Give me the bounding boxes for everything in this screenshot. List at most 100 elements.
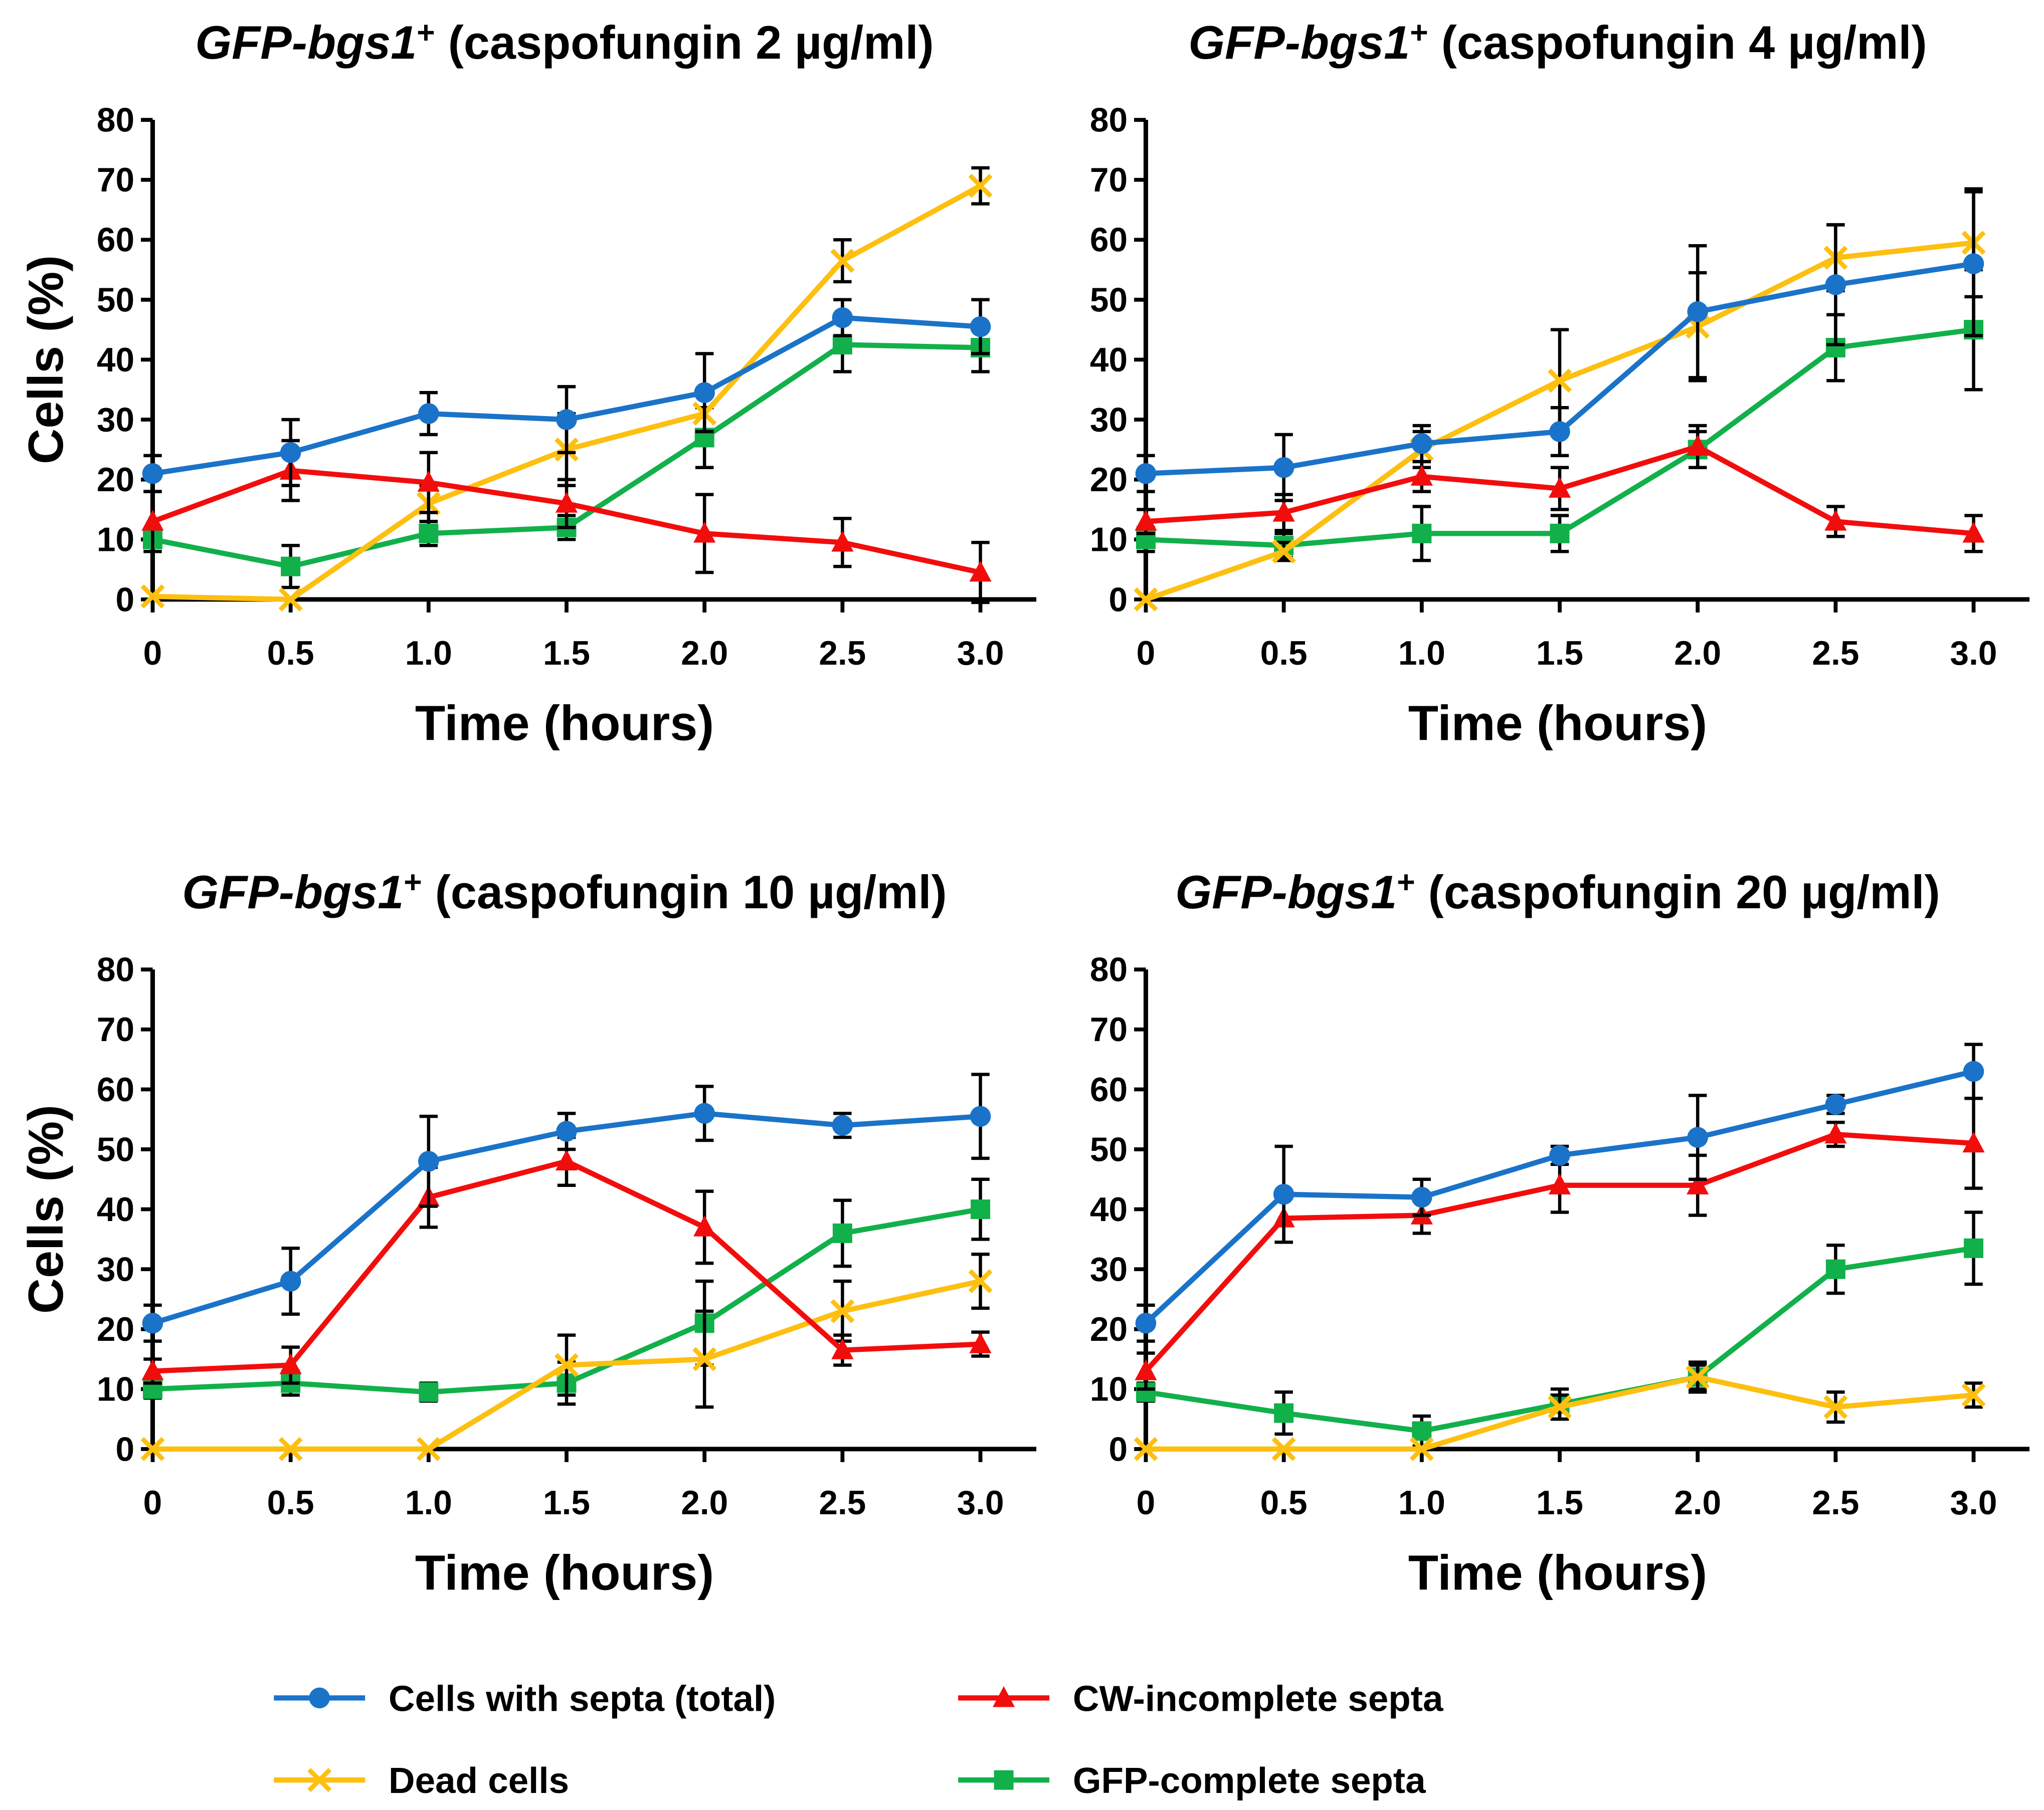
data-point-cw — [555, 1149, 578, 1171]
data-point-cw — [969, 560, 992, 582]
y-tick-label: 10 — [97, 521, 134, 559]
legend-item-cw: CW-incomplete septa — [958, 1678, 1443, 1719]
data-point-total — [832, 1115, 853, 1136]
data-point-gfp — [1964, 1238, 1984, 1258]
series-total — [1135, 190, 1984, 502]
chart-panel: GFP-bgs1+ (caspofungin 20 µg/ml) 0 10 20 30 4… — [1090, 865, 2030, 1600]
data-point-total — [1963, 1061, 1984, 1082]
data-point-cw — [693, 1216, 716, 1237]
data-point-dead — [278, 1437, 303, 1461]
x-tick-label: 3.0 — [1950, 1484, 1997, 1522]
data-point-cw — [1962, 1131, 1985, 1153]
y-tick-label: 10 — [97, 1371, 134, 1409]
y-tick-label: 80 — [1090, 951, 1128, 989]
data-point-gfp — [971, 1199, 991, 1220]
data-point-dead — [1134, 587, 1158, 612]
legend-item-gfp: GFP-complete septa — [958, 1760, 1426, 1801]
legend-item-dead: Dead cells — [274, 1760, 569, 1801]
data-point-dead — [1271, 1437, 1296, 1461]
data-point-total — [1135, 463, 1157, 484]
x-tick-label: 2.0 — [681, 635, 728, 672]
legend-marker — [994, 1770, 1014, 1790]
y-tick-label: 80 — [97, 102, 134, 139]
data-point-gfp — [281, 556, 301, 576]
y-tick-label: 30 — [1090, 1251, 1128, 1289]
legend: Cells with septa (total) CW-incomplete se… — [274, 1678, 1443, 1801]
data-point-gfp — [419, 523, 439, 543]
legend-label: GFP-complete septa — [1073, 1760, 1426, 1801]
x-tick-label: 2.5 — [819, 1484, 866, 1522]
data-point-dead — [692, 1347, 717, 1371]
data-point-dead — [968, 1269, 993, 1294]
data-point-total — [1549, 421, 1570, 442]
data-point-gfp — [832, 1223, 852, 1243]
x-tick-label: 1.0 — [405, 1484, 452, 1522]
legend-item-total: Cells with septa (total) — [274, 1678, 776, 1719]
data-point-dead — [554, 1353, 579, 1377]
x-tick-label: 1.0 — [1398, 635, 1445, 672]
data-point-total — [1411, 1186, 1432, 1208]
x-tick-label: 2.0 — [681, 1484, 728, 1522]
data-point-dead — [1271, 539, 1296, 564]
y-tick-label: 50 — [1090, 1131, 1128, 1168]
data-point-dead — [416, 1437, 441, 1461]
data-point-total — [1687, 301, 1708, 322]
series-cw — [1135, 424, 1985, 553]
y-tick-label: 10 — [1090, 1371, 1128, 1409]
data-point-cw — [1548, 1173, 1571, 1194]
y-tick-label: 50 — [97, 281, 134, 319]
data-point-dead — [1409, 1437, 1434, 1461]
data-point-cw — [141, 510, 164, 531]
series-total — [142, 1073, 991, 1343]
series-total — [1135, 1043, 1984, 1343]
y-tick-label: 70 — [1090, 161, 1128, 199]
chart-panel: GFP-bgs1+ (caspofungin 2 µg/ml) 0 10 20 30 40… — [18, 16, 1037, 751]
data-point-total — [970, 316, 991, 337]
data-point-dead — [968, 173, 993, 198]
chart-title: GFP-bgs1+ (caspofungin 10 µg/ml) — [182, 865, 947, 918]
chart-title-gene: GFP-bgs1 — [195, 16, 417, 69]
x-tick-label: 0.5 — [1260, 635, 1308, 672]
data-point-cw — [417, 471, 440, 492]
x-tick-label: 2.0 — [1674, 1484, 1721, 1522]
data-point-total — [1273, 457, 1294, 478]
data-point-total — [280, 1271, 301, 1292]
series-dead — [140, 1252, 993, 1461]
data-point-gfp — [1550, 523, 1570, 543]
x-tick-label: 0 — [143, 1484, 162, 1522]
data-point-cw — [1824, 1122, 1847, 1144]
data-point-cw — [1272, 501, 1295, 522]
x-tick-label: 0.5 — [267, 635, 314, 672]
y-tick-label: 30 — [1090, 401, 1128, 439]
data-point-cw — [141, 1359, 164, 1380]
chart-title-condition: (caspofungin 2 µg/ml) — [435, 16, 934, 69]
series-cw — [1135, 1097, 1985, 1391]
x-tick-label: 1.0 — [405, 635, 452, 672]
y-tick-label: 50 — [97, 1131, 134, 1168]
data-point-dead — [1961, 1383, 1986, 1407]
x-tick-label: 3.0 — [957, 635, 1004, 672]
data-point-dead — [140, 1437, 165, 1461]
chart-title-superscript: + — [417, 16, 435, 50]
y-tick-label: 80 — [1090, 102, 1128, 139]
data-point-total — [418, 403, 439, 424]
x-tick-label: 3.0 — [957, 1484, 1004, 1522]
data-point-cw — [1135, 1359, 1157, 1380]
data-point-cw — [1687, 1173, 1709, 1194]
data-point-total — [832, 307, 853, 328]
data-point-cw — [1962, 521, 1985, 543]
data-point-cw — [831, 530, 854, 552]
chart-title-superscript: + — [1410, 16, 1428, 50]
y-tick-label: 60 — [97, 1071, 134, 1109]
legend-label: CW-incomplete septa — [1073, 1678, 1443, 1719]
x-tick-label: 2.5 — [1812, 1484, 1859, 1522]
legend-marker — [309, 1687, 330, 1709]
series-total — [142, 298, 991, 493]
data-point-cw — [1410, 465, 1433, 486]
y-tick-label: 20 — [97, 461, 134, 499]
legend-label: Dead cells — [389, 1760, 569, 1801]
y-tick-label: 70 — [97, 1011, 134, 1049]
x-axis-label: Time (hours) — [415, 696, 714, 751]
x-axis-label: Time (hours) — [1408, 696, 1707, 751]
